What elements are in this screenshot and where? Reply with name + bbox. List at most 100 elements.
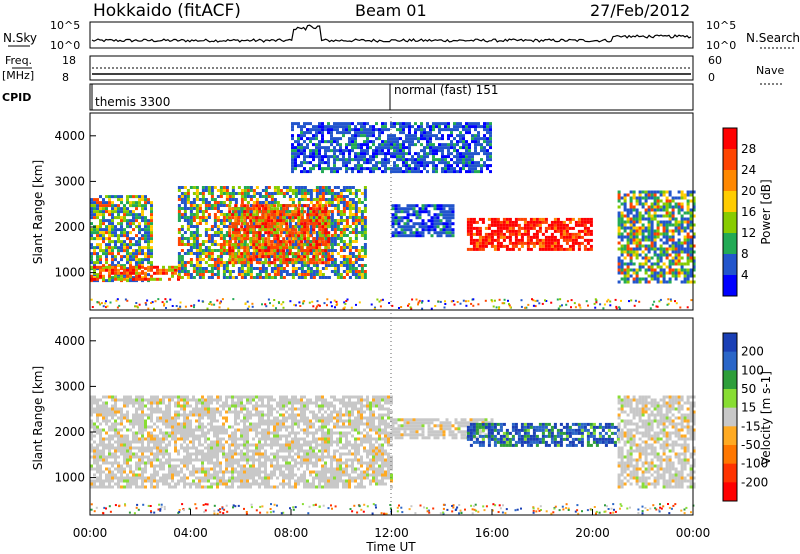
range-cell	[279, 240, 283, 244]
range-cell	[276, 228, 280, 232]
range-cell	[529, 247, 533, 251]
range-cell	[345, 222, 349, 225]
range-cell	[689, 247, 693, 251]
range-cell	[141, 264, 144, 268]
range-cell	[536, 299, 539, 302]
range-cell	[620, 214, 624, 218]
range-cell	[96, 213, 99, 217]
range-cell	[279, 264, 283, 267]
range-cell	[360, 170, 363, 174]
range-cell	[674, 253, 678, 257]
range-cell	[114, 482, 117, 486]
range-cell	[135, 201, 138, 205]
range-cell	[403, 228, 407, 232]
range-cell	[468, 158, 471, 162]
range-cell	[462, 125, 465, 129]
range-cell	[655, 305, 658, 308]
range-cell	[291, 255, 295, 258]
range-cell	[273, 267, 277, 270]
range-cell	[626, 235, 630, 239]
range-cell	[357, 252, 361, 255]
range-cell	[350, 306, 353, 309]
range-cell	[248, 305, 251, 308]
range-cell	[354, 261, 358, 264]
range-cell	[154, 300, 157, 303]
range-cell	[433, 207, 437, 211]
cpid-entry-normal: normal (fast) 151	[394, 83, 498, 97]
range-cell	[357, 207, 361, 210]
range-cell	[408, 137, 411, 141]
range-cell	[686, 247, 690, 251]
range-cell	[111, 476, 114, 480]
range-cell	[231, 228, 235, 231]
range-cell	[105, 306, 107, 309]
range-cell	[249, 186, 253, 189]
range-cell	[459, 302, 462, 305]
range-cell	[108, 440, 111, 444]
range-cell	[126, 274, 129, 278]
range-cell	[282, 216, 286, 219]
range-cell	[562, 223, 566, 227]
range-cell	[342, 155, 345, 159]
range-cell	[378, 146, 381, 150]
range-cell	[219, 237, 223, 240]
range-cell	[285, 249, 289, 252]
range-cell	[438, 125, 441, 129]
range-cell	[435, 167, 438, 171]
range-cell	[99, 231, 102, 235]
range-cell	[132, 413, 135, 417]
range-cell	[617, 268, 621, 272]
range-cell	[251, 305, 254, 308]
range-cell	[357, 249, 361, 252]
range-cell	[363, 161, 366, 165]
range-cell	[321, 192, 325, 195]
range-cell	[327, 276, 331, 279]
range-cell	[243, 234, 247, 238]
range-cell	[565, 229, 569, 233]
range-cell	[532, 217, 536, 221]
range-cell	[135, 271, 138, 275]
range-cell	[354, 192, 358, 195]
range-cell	[288, 195, 292, 198]
range-cell	[336, 273, 340, 276]
range-cell	[99, 434, 102, 438]
range-cell	[135, 252, 138, 256]
range-cell	[671, 229, 675, 233]
range-cell	[451, 213, 455, 217]
range-cell	[378, 131, 381, 135]
range-cell	[334, 306, 336, 309]
range-cell	[252, 249, 256, 252]
range-cell	[550, 244, 554, 248]
range-cell	[285, 234, 289, 238]
range-cell	[204, 210, 208, 213]
range-cell	[375, 122, 378, 126]
range-cell	[111, 461, 114, 465]
range-cell	[450, 128, 453, 132]
range-cell	[471, 170, 474, 174]
range-cell	[216, 201, 220, 204]
range-cell	[466, 247, 470, 251]
range-cell	[357, 158, 360, 162]
range-cell	[138, 201, 141, 205]
range-cell	[511, 241, 515, 245]
range-cell	[345, 207, 349, 210]
range-cell	[285, 264, 289, 267]
range-cell	[315, 258, 319, 262]
range-cell	[414, 143, 417, 147]
range-cell	[282, 258, 286, 262]
range-cell	[544, 229, 548, 233]
range-cell	[186, 276, 190, 279]
range-cell	[267, 219, 271, 223]
range-cell	[387, 167, 390, 171]
range-cell	[680, 202, 684, 206]
range-cell	[318, 125, 321, 129]
range-cell	[129, 237, 132, 241]
range-cell	[309, 207, 313, 211]
range-cell	[327, 261, 331, 265]
range-cell	[465, 152, 468, 156]
range-cell	[312, 137, 315, 141]
range-cell	[324, 222, 328, 226]
range-cell	[306, 237, 310, 240]
range-cell	[456, 140, 459, 144]
range-cell	[312, 219, 316, 222]
